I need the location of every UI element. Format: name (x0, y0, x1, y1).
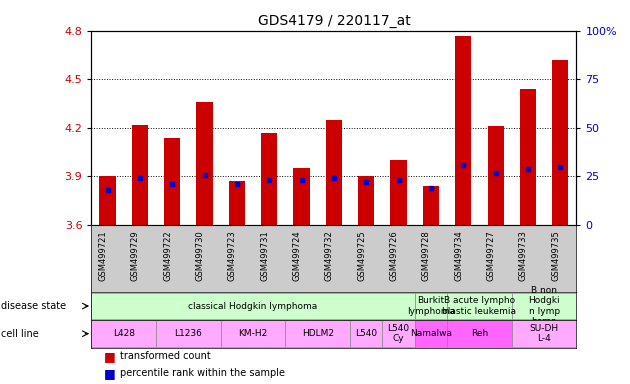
Text: GSM499735: GSM499735 (551, 230, 560, 281)
Text: B acute lympho
blastic leukemia: B acute lympho blastic leukemia (442, 296, 517, 316)
Text: classical Hodgkin lymphoma: classical Hodgkin lymphoma (188, 301, 318, 311)
Bar (358, 177, 374, 225)
Bar (552, 60, 568, 225)
Bar (100, 177, 116, 225)
Text: GSM499721: GSM499721 (98, 230, 108, 281)
Bar (512, 293, 576, 319)
Bar (164, 137, 180, 225)
Text: GSM499734: GSM499734 (454, 230, 463, 281)
Bar (512, 320, 576, 347)
Bar (447, 320, 512, 347)
Bar (261, 133, 277, 225)
Text: GSM499722: GSM499722 (163, 230, 172, 281)
Text: L540: L540 (355, 329, 377, 338)
Text: Burkit
lymphoma: Burkit lymphoma (407, 296, 455, 316)
Bar (91, 320, 156, 347)
Text: B non
Hodgki
n lymp
homa: B non Hodgki n lymp homa (529, 286, 560, 326)
Text: transformed count: transformed count (120, 351, 210, 361)
Text: cell line: cell line (1, 329, 39, 339)
Bar (382, 320, 415, 347)
Text: ■: ■ (104, 367, 116, 380)
Text: L540
Cy: L540 Cy (387, 324, 410, 343)
Bar (294, 168, 310, 225)
Text: disease state: disease state (1, 301, 66, 311)
Bar (488, 126, 504, 225)
Bar (423, 186, 439, 225)
Text: GSM499730: GSM499730 (195, 230, 205, 281)
Bar (447, 293, 512, 319)
Bar (391, 160, 407, 225)
Bar (520, 89, 536, 225)
Text: GSM499726: GSM499726 (389, 230, 399, 281)
Text: GSM499723: GSM499723 (228, 230, 237, 281)
Text: percentile rank within the sample: percentile rank within the sample (120, 368, 285, 379)
Text: GSM499724: GSM499724 (292, 230, 302, 281)
Bar (326, 120, 342, 225)
Text: HDLM2: HDLM2 (302, 329, 334, 338)
Bar (132, 125, 148, 225)
Text: GSM499725: GSM499725 (357, 230, 366, 281)
Bar (220, 320, 285, 347)
Text: GSM499729: GSM499729 (131, 230, 140, 281)
Text: Namalwa: Namalwa (410, 329, 452, 338)
Text: GSM499733: GSM499733 (519, 230, 528, 281)
Text: L1236: L1236 (175, 329, 202, 338)
Bar (415, 320, 447, 347)
Text: GSM499731: GSM499731 (260, 230, 269, 281)
Text: L428: L428 (113, 329, 135, 338)
Bar (91, 293, 415, 319)
Bar (156, 320, 220, 347)
Bar (455, 36, 471, 225)
Bar (285, 320, 350, 347)
Title: GDS4179 / 220117_at: GDS4179 / 220117_at (258, 14, 410, 28)
Text: GSM499732: GSM499732 (325, 230, 334, 281)
Bar (197, 102, 213, 225)
Text: GSM499727: GSM499727 (486, 230, 496, 281)
Text: GSM499728: GSM499728 (422, 230, 431, 281)
Text: ■: ■ (104, 350, 116, 362)
Text: Reh: Reh (471, 329, 488, 338)
Text: SU-DH
L-4: SU-DH L-4 (530, 324, 559, 343)
Text: KM-H2: KM-H2 (238, 329, 268, 338)
Bar (350, 320, 382, 347)
Bar (415, 293, 447, 319)
Bar (229, 181, 245, 225)
